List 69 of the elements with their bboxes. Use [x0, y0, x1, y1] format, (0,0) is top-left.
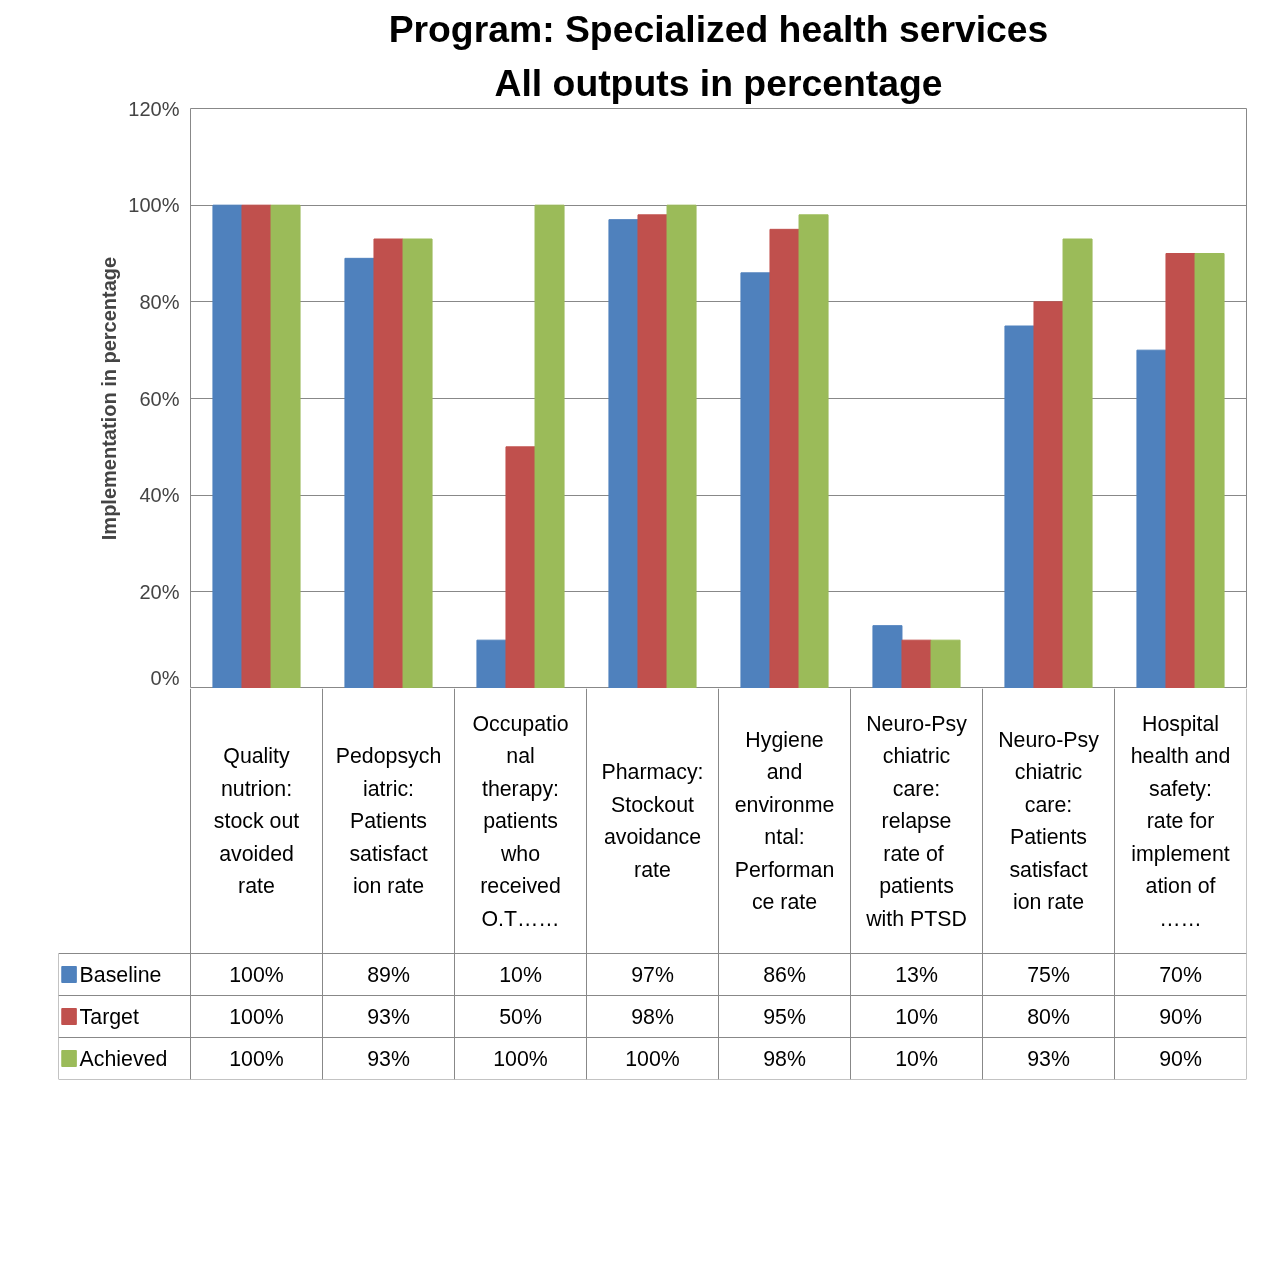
bar: [505, 446, 536, 688]
bar: [402, 238, 433, 688]
bar: [740, 272, 771, 688]
data-label: 100%: [229, 1004, 284, 1029]
data-label: 80%: [1027, 1004, 1070, 1029]
data-label: 70%: [1159, 962, 1202, 987]
y-tick-label: 60%: [139, 387, 180, 410]
data-label: 89%: [367, 962, 410, 987]
bar: [798, 214, 829, 688]
chart-subtitle: All outputs in percentage: [494, 61, 943, 104]
data-label: 93%: [1027, 1046, 1070, 1071]
x-tick-label: Neuro-Psychiatric care: relapse rate of patients with PTSD: [865, 711, 968, 931]
bar: [637, 214, 668, 688]
x-tick-label: Pedopsychiatric: Patients satisfaction rate: [335, 744, 442, 898]
data-label: 98%: [631, 1004, 674, 1029]
data-label: 10%: [895, 1046, 938, 1071]
data-label: 50%: [499, 1004, 542, 1029]
bar: [270, 204, 301, 688]
bar: [608, 219, 639, 688]
data-label: 93%: [367, 1046, 410, 1071]
chart-title: Program: Specialized health services: [388, 7, 1049, 50]
x-tick-label: Pharmacy: Stockout avoidance rate: [601, 760, 704, 882]
x-tick-label: Neuro-Psychiatric care: Patients satisfaction rate: [998, 727, 1100, 915]
data-label: 10%: [499, 962, 542, 987]
data-label: 100%: [229, 962, 284, 987]
bar: [901, 639, 932, 688]
bar: [769, 228, 800, 688]
y-tick-label: 80%: [139, 290, 180, 313]
data-label: 10%: [895, 1004, 938, 1029]
bar: [872, 625, 903, 688]
data-label: 13%: [895, 962, 938, 987]
y-tick-label: 100%: [128, 194, 180, 217]
bar: [212, 204, 243, 688]
bar: [930, 639, 961, 688]
data-label: 90%: [1159, 1046, 1202, 1071]
bar: [373, 238, 404, 688]
bar: [344, 257, 375, 688]
bar: [241, 204, 272, 688]
bar: [534, 204, 565, 688]
data-label: 100%: [625, 1046, 680, 1071]
data-label: 86%: [763, 962, 806, 987]
y-tick-label: 20%: [139, 580, 180, 603]
bar: [1136, 349, 1167, 688]
y-axis-title: Implementation in percentage: [98, 256, 121, 541]
y-tick-label: 120%: [128, 97, 180, 120]
x-tick-label: Hospital health and safety: rate for implementation of ……: [1130, 711, 1231, 931]
data-label: 100%: [493, 1046, 548, 1071]
bar: [1033, 301, 1064, 688]
legend-label: Achieved: [79, 1046, 168, 1071]
data-label: 97%: [631, 962, 674, 987]
x-tick-label: Hygiene and environmental: Performance rate: [734, 727, 835, 915]
bar: [1062, 238, 1093, 688]
data-label: 98%: [763, 1046, 806, 1071]
data-label: 93%: [367, 1004, 410, 1029]
bar: [476, 639, 507, 688]
y-tick-label: 40%: [139, 484, 180, 507]
data-label: 100%: [229, 1046, 284, 1071]
data-label: 90%: [1159, 1004, 1202, 1029]
bar: [1004, 325, 1035, 688]
legend-label: Baseline: [79, 962, 162, 987]
data-label: 95%: [763, 1004, 806, 1029]
data-label: 75%: [1027, 962, 1070, 987]
x-tick-label: Occupational therapy: patients who received O.T……: [472, 711, 569, 931]
bar: [1194, 253, 1225, 688]
y-tick-label: 0%: [150, 666, 180, 689]
legend-label: Target: [79, 1004, 139, 1029]
bar: [1165, 253, 1196, 688]
bar: [666, 204, 697, 688]
x-tick-label: Quality nutrion: stock out avoided rate: [213, 744, 300, 898]
